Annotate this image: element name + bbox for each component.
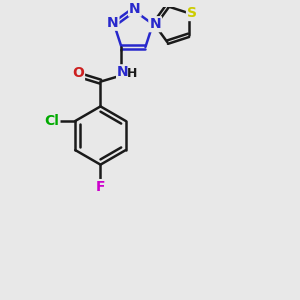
Text: H: H: [127, 67, 138, 80]
Text: Cl: Cl: [44, 114, 59, 128]
Text: F: F: [96, 180, 105, 194]
Text: N: N: [107, 16, 118, 30]
Text: N: N: [117, 65, 129, 79]
Text: O: O: [72, 66, 84, 80]
Text: S: S: [187, 6, 197, 20]
Text: N: N: [149, 17, 161, 31]
Text: N: N: [129, 2, 141, 16]
